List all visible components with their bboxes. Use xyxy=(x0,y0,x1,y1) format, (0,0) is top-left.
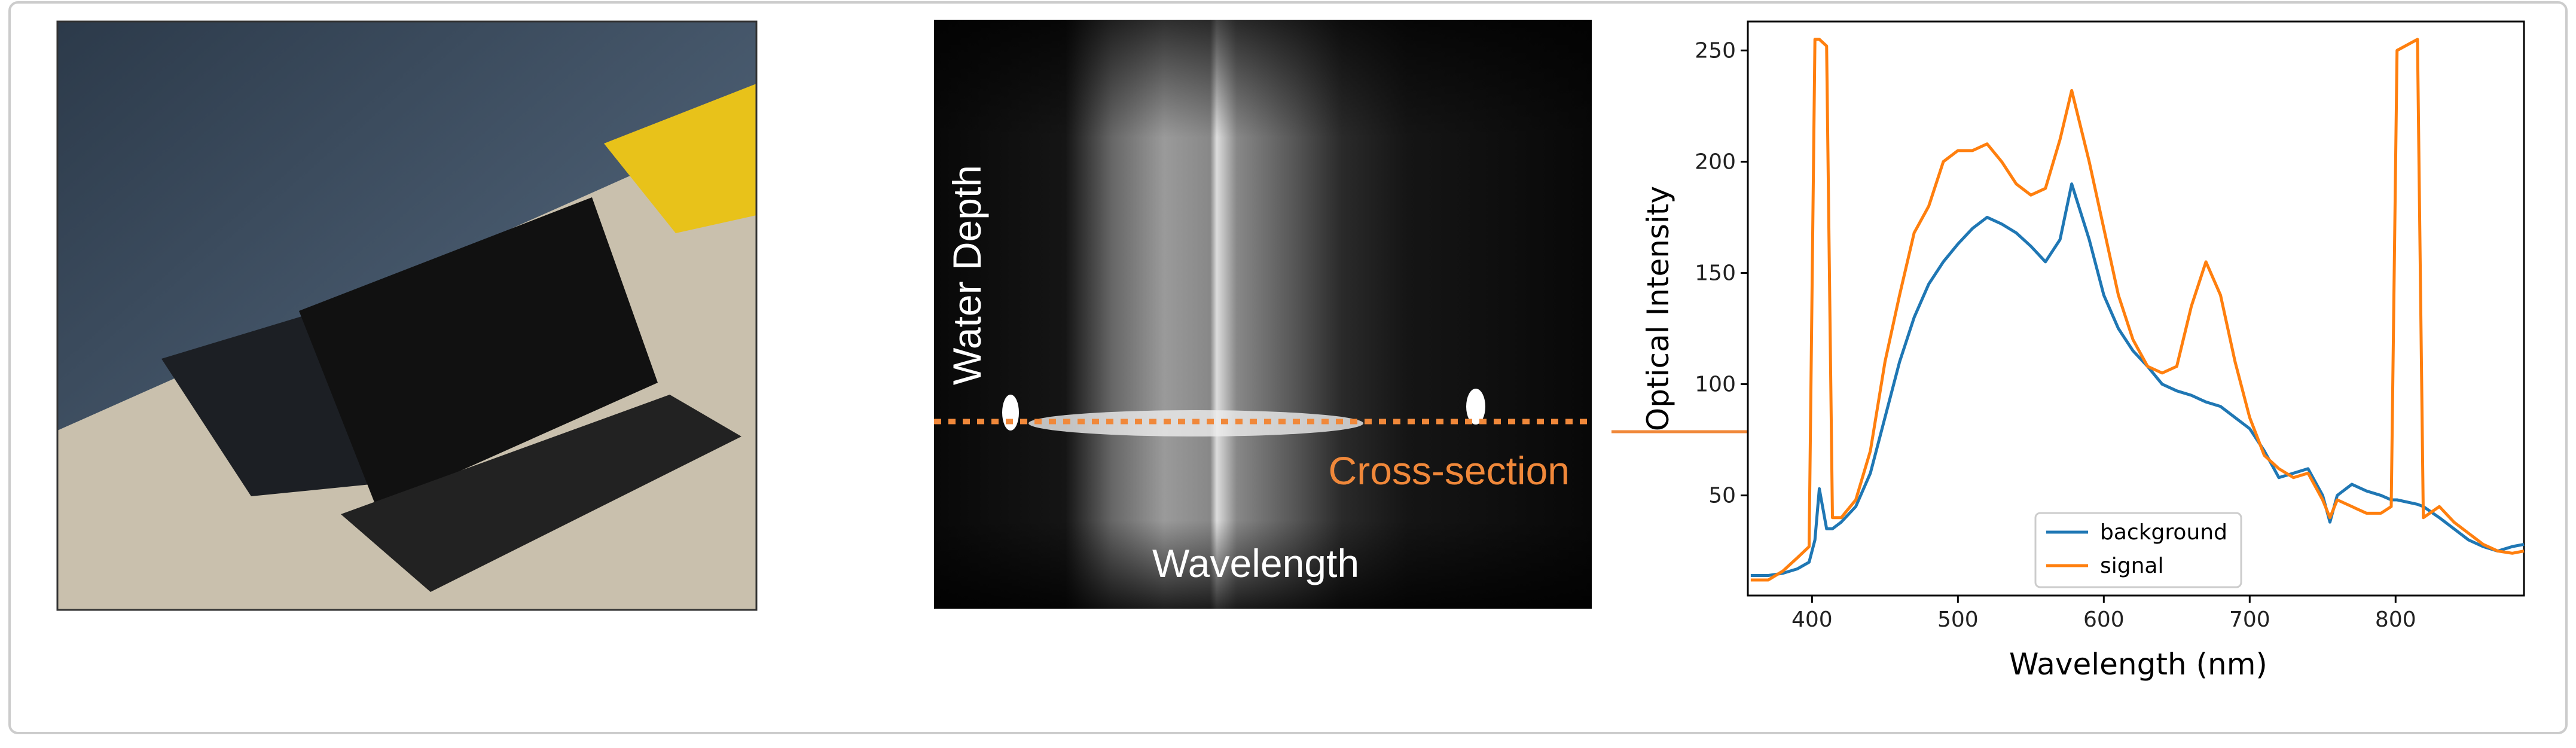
y-axis-label: Optical Intensity xyxy=(1641,186,1675,431)
x-axis-label: Wavelength (nm) xyxy=(2009,647,2267,682)
plot-area xyxy=(1747,20,2525,597)
wavelength-label: Wavelength xyxy=(1152,541,1359,585)
x-tick-label: 800 xyxy=(2375,607,2416,632)
x-tick-label: 400 xyxy=(1791,607,1833,632)
section-label: Cross-section xyxy=(1329,448,1570,493)
series-line xyxy=(1750,38,2525,582)
y-tick-label: 100 xyxy=(1695,373,1736,397)
x-tick-label: 700 xyxy=(2229,607,2270,632)
x-tick-label: 500 xyxy=(1937,607,1979,632)
legend-label: signal xyxy=(2100,554,2164,578)
series-line xyxy=(1750,182,2525,578)
depth-label: Water Depth xyxy=(945,165,989,385)
y-tick-label: 150 xyxy=(1695,261,1736,285)
x-tick-label: 600 xyxy=(2083,607,2125,632)
spectrogram: Water Depth Cross-section Wavelength xyxy=(934,20,1592,609)
y-tick-label: 50 xyxy=(1708,484,1736,508)
y-tick-label: 200 xyxy=(1695,149,1736,174)
photo xyxy=(56,20,758,611)
y-tick-label: 250 xyxy=(1695,38,1736,63)
legend-label: background xyxy=(2100,520,2227,545)
